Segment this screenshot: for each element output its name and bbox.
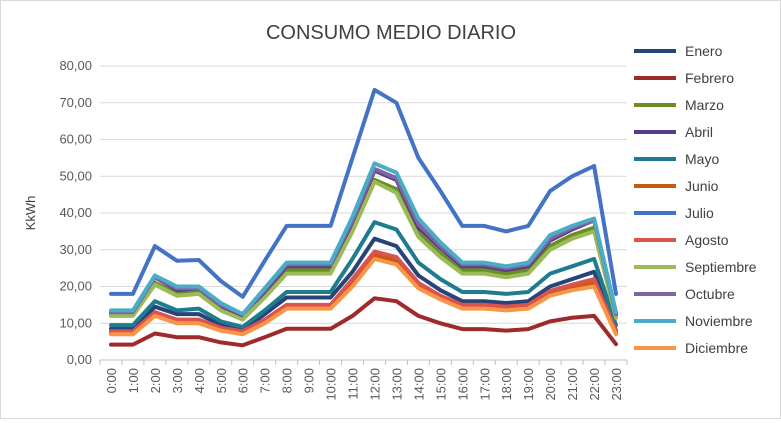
x-tick-label: 17:00 bbox=[477, 368, 492, 401]
y-axis-ticks: 0,00 10,00 20,00 30,00 40,00 50,00 60,00 70,00 8… bbox=[59, 58, 92, 367]
legend-label: Junio bbox=[685, 178, 719, 194]
x-axis-ticks: 0:00 1:00 2:00 3:00 4:00 5:00 6:00 7:00 8:00 9:00… bbox=[99, 360, 628, 401]
y-tick-label: 40,00 bbox=[59, 205, 92, 220]
series-line-febrero bbox=[109, 296, 618, 348]
legend-label: Noviembre bbox=[685, 313, 753, 329]
y-axis-label: KkWh bbox=[23, 196, 38, 231]
legend-label: Febrero bbox=[685, 70, 734, 86]
x-tick-label: 16:00 bbox=[455, 368, 470, 401]
x-tick-label: 3:00 bbox=[170, 368, 185, 393]
legend-item-abril: Abril bbox=[634, 124, 713, 140]
legend-item-mayo: Mayo bbox=[634, 151, 719, 167]
legend-item-julio: Julio bbox=[634, 205, 714, 221]
legend-item-octubre: Octubre bbox=[634, 286, 735, 302]
series-line-septiembre bbox=[109, 179, 618, 322]
chart-title: CONSUMO MEDIO DIARIO bbox=[266, 22, 516, 44]
legend-label: Abril bbox=[685, 124, 713, 140]
legend-label: Septiembre bbox=[685, 259, 757, 275]
y-tick-label: 60,00 bbox=[59, 132, 92, 147]
legend-label: Mayo bbox=[685, 151, 719, 167]
series-line-mayo bbox=[109, 220, 618, 329]
legend-item-agosto: Agosto bbox=[634, 232, 729, 248]
x-tick-label: 9:00 bbox=[302, 368, 317, 393]
x-tick-label: 2:00 bbox=[148, 368, 163, 393]
x-tick-label: 1:00 bbox=[126, 368, 141, 393]
x-tick-label: 8:00 bbox=[280, 368, 295, 393]
legend-item-enero: Enero bbox=[634, 43, 723, 59]
y-tick-label: 50,00 bbox=[59, 168, 92, 183]
y-tick-label: 70,00 bbox=[59, 95, 92, 110]
legend-label: Marzo bbox=[685, 97, 724, 113]
series-lines bbox=[109, 87, 618, 348]
x-tick-label: 18:00 bbox=[499, 368, 514, 401]
legend-item-noviembre: Noviembre bbox=[634, 313, 753, 329]
legend-item-febrero: Febrero bbox=[634, 70, 734, 86]
legend-label: Enero bbox=[685, 43, 723, 59]
x-tick-label: 13:00 bbox=[389, 368, 404, 401]
legend-label: Octubre bbox=[685, 286, 735, 302]
y-tick-label: 30,00 bbox=[59, 242, 92, 257]
x-tick-label: 0:00 bbox=[104, 368, 119, 393]
x-tick-label: 11:00 bbox=[346, 368, 361, 400]
series-line-diciembre bbox=[109, 256, 618, 337]
y-tick-label: 10,00 bbox=[59, 315, 92, 330]
x-tick-label: 22:00 bbox=[587, 368, 602, 401]
x-tick-label: 21:00 bbox=[565, 368, 580, 401]
legend-label: Agosto bbox=[685, 232, 729, 248]
legend-label: Diciembre bbox=[685, 340, 748, 356]
series-line-enero bbox=[109, 236, 618, 333]
x-tick-label: 12:00 bbox=[367, 368, 382, 401]
x-tick-label: 19:00 bbox=[521, 368, 536, 401]
y-tick-label: 20,00 bbox=[59, 279, 92, 294]
x-tick-label: 7:00 bbox=[258, 368, 273, 393]
x-tick-label: 20:00 bbox=[543, 368, 558, 401]
x-tick-label: 4:00 bbox=[192, 368, 207, 393]
series-line-julio bbox=[109, 87, 618, 299]
x-tick-label: 15:00 bbox=[433, 368, 448, 401]
x-tick-label: 14:00 bbox=[411, 368, 426, 401]
legend-label: Julio bbox=[685, 205, 714, 221]
legend: Enero Febrero Marzo Abril Mayo Junio Julio Agos… bbox=[634, 43, 757, 356]
y-tick-label: 80,00 bbox=[59, 58, 92, 73]
legend-item-marzo: Marzo bbox=[634, 97, 724, 113]
y-tick-label: 0,00 bbox=[67, 352, 92, 367]
series-line-agosto bbox=[109, 249, 618, 334]
x-tick-label: 6:00 bbox=[236, 368, 251, 393]
legend-item-septiembre: Septiembre bbox=[634, 259, 757, 275]
series-line-noviembre bbox=[109, 161, 618, 317]
legend-item-diciembre: Diciembre bbox=[634, 340, 748, 356]
x-tick-label: 5:00 bbox=[214, 368, 229, 393]
legend-item-junio: Junio bbox=[634, 178, 719, 194]
x-tick-label: 23:00 bbox=[609, 368, 624, 401]
x-tick-label: 10:00 bbox=[324, 368, 339, 401]
